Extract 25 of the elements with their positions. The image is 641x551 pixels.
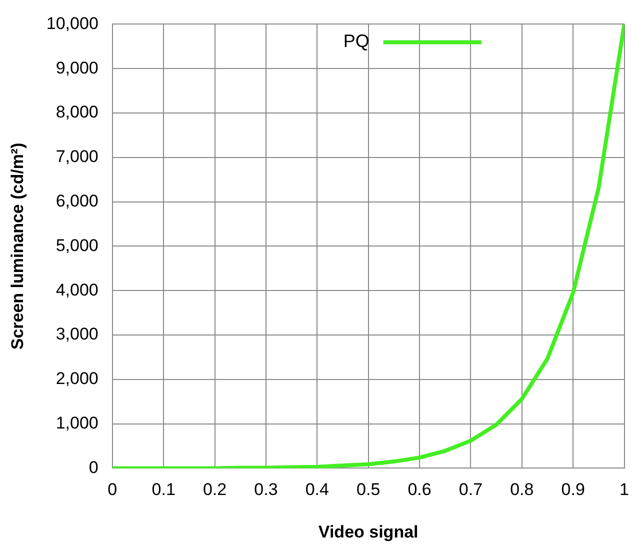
x-tick-label: 0.3 [254, 480, 278, 500]
y-tick-label: 2,000 [56, 369, 98, 388]
y-tick-label: 4,000 [56, 280, 98, 300]
x-tick-label: 0 [108, 480, 118, 500]
y-tick-label: 3,000 [56, 324, 98, 344]
x-tick-label: 0.7 [458, 480, 483, 500]
x-tick-label: 0.1 [152, 480, 176, 500]
x-axis-title: Video signal [318, 522, 418, 542]
y-tick-label: 0 [88, 458, 98, 477]
y-tick-label: 7,000 [56, 147, 98, 166]
x-tick-label: 0.6 [408, 480, 432, 500]
y-tick-label: 9,000 [56, 58, 98, 78]
x-tick-label: 0.2 [202, 480, 227, 500]
y-tick-label: 5,000 [56, 236, 98, 255]
text: PQ [343, 31, 370, 52]
x-tick-label: 0.4 [305, 480, 329, 500]
x-tick-label: 0.9 [561, 480, 585, 500]
x-tick-label: 0.8 [510, 480, 534, 500]
y-axis-title: Screen luminance (cd/m²) [8, 142, 27, 350]
y-tick-label: 1,000 [56, 413, 98, 432]
x-tick-label: 1 [620, 480, 630, 500]
y-tick-label: 10,000 [46, 14, 98, 33]
y-tick-label: 8,000 [56, 102, 98, 122]
x-tick-label: 0.5 [356, 480, 380, 500]
y-tick-label: 6,000 [56, 191, 98, 210]
